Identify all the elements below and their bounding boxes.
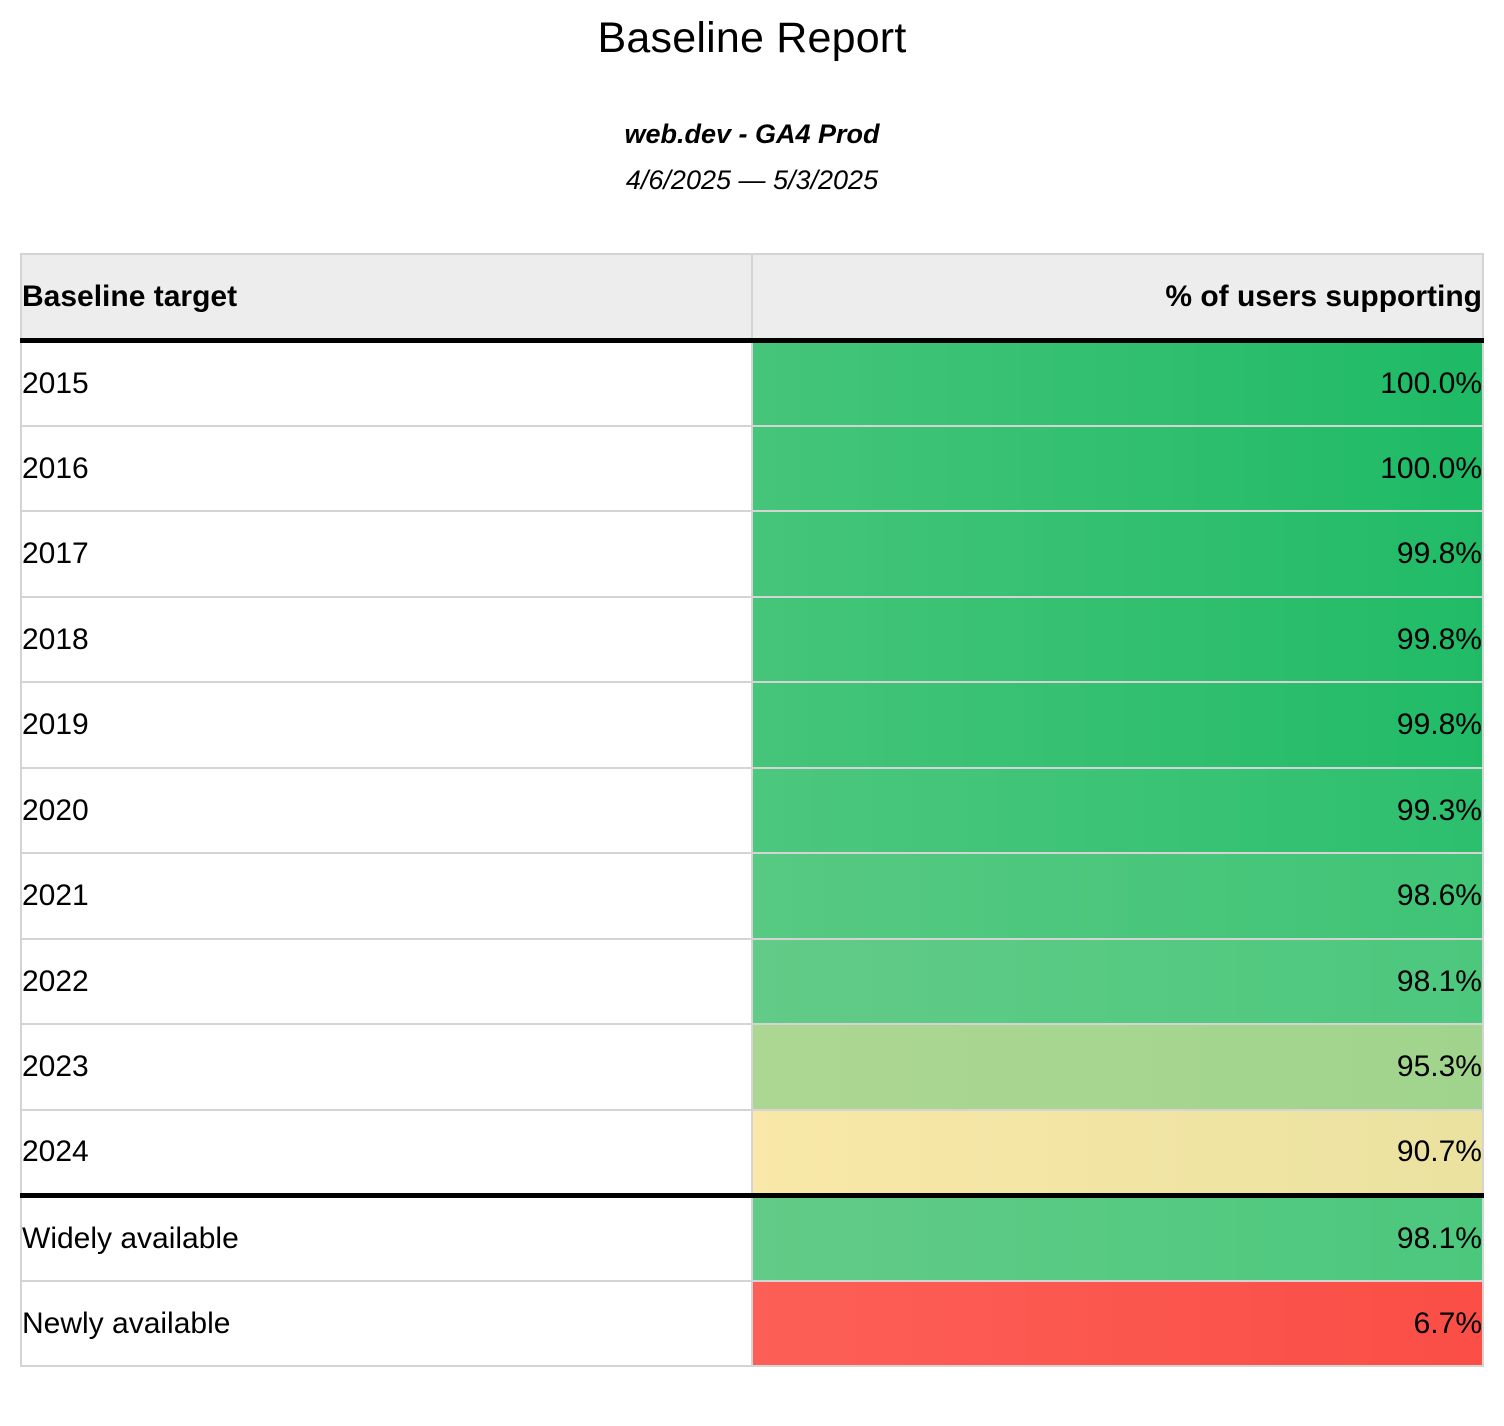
table-row: 2016 100.0%	[20, 424, 1484, 513]
baseline-target-cell: 2019	[20, 681, 753, 769]
baseline-target-cell: Newly available	[20, 1279, 753, 1368]
table-row: 2019 99.8%	[20, 681, 1484, 769]
percent-supporting-cell: 95.3%	[751, 1023, 1484, 1111]
baseline-target-cell: 2015	[20, 339, 753, 427]
baseline-target-cell: 2016	[20, 424, 753, 513]
percent-supporting-cell: 99.3%	[751, 766, 1484, 855]
report-date-range: 4/6/2025 — 5/3/2025	[625, 165, 879, 196]
report-source-label: web.dev - GA4 Prod	[624, 119, 880, 150]
column-header-baseline-target: Baseline target	[20, 253, 753, 343]
table-row: 2015 100.0%	[20, 339, 1484, 427]
table-row: 2018 99.8%	[20, 595, 1484, 684]
table-header-row: Baseline target % of users supporting	[20, 253, 1484, 343]
table-row: 2022 98.1%	[20, 937, 1484, 1026]
baseline-target-cell: Widely available	[20, 1192, 753, 1282]
table-row: 2023 95.3%	[20, 1023, 1484, 1111]
baseline-target-cell: 2022	[20, 937, 753, 1026]
percent-supporting-cell: 90.7%	[751, 1108, 1484, 1197]
percent-supporting-cell: 99.8%	[751, 595, 1484, 684]
table-row: Newly available 6.7%	[20, 1279, 1484, 1368]
baseline-target-cell: 2021	[20, 852, 753, 940]
percent-supporting-cell: 6.7%	[751, 1279, 1484, 1368]
table-row: Widely available 98.1%	[20, 1192, 1484, 1282]
table-row: 2024 90.7%	[20, 1108, 1484, 1197]
baseline-target-cell: 2017	[20, 510, 753, 598]
percent-supporting-cell: 99.8%	[751, 510, 1484, 598]
table-row: 2017 99.8%	[20, 510, 1484, 598]
baseline-target-cell: 2018	[20, 595, 753, 684]
baseline-target-cell: 2023	[20, 1023, 753, 1111]
baseline-target-cell: 2024	[20, 1108, 753, 1197]
baseline-table: Baseline target % of users supporting 20…	[20, 253, 1484, 1368]
percent-supporting-cell: 100.0%	[751, 424, 1484, 513]
column-header-percent-users: % of users supporting	[751, 253, 1484, 343]
table-row: 2021 98.6%	[20, 852, 1484, 940]
table-row: 2020 99.3%	[20, 766, 1484, 855]
baseline-target-cell: 2020	[20, 766, 753, 855]
percent-supporting-cell: 98.1%	[751, 937, 1484, 1026]
page-title: Baseline Report	[597, 14, 907, 62]
percent-supporting-cell: 99.8%	[751, 681, 1484, 769]
percent-supporting-cell: 98.1%	[751, 1192, 1484, 1282]
percent-supporting-cell: 100.0%	[751, 339, 1484, 427]
percent-supporting-cell: 98.6%	[751, 852, 1484, 940]
